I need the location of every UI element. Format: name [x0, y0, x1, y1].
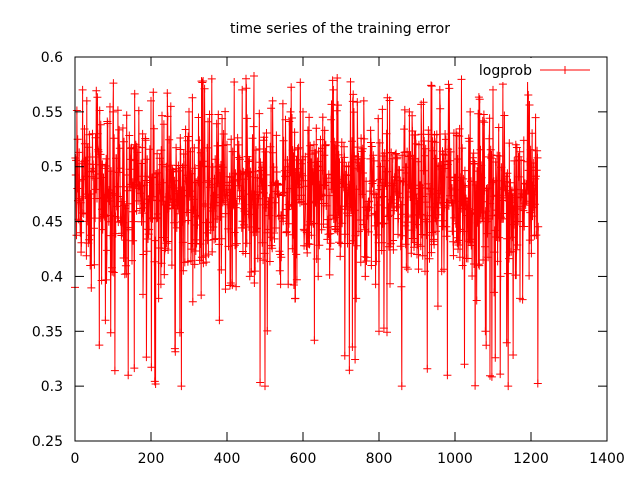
x-tick-label: 200: [138, 451, 165, 467]
x-tick-label: 600: [290, 451, 317, 467]
plot-area: [71, 72, 543, 391]
plot-frame: [74, 56, 608, 442]
x-tick-label: 0: [71, 451, 80, 467]
y-tick-label: 0.35: [32, 324, 63, 340]
y-tick-label: 0.45: [32, 215, 63, 231]
legend-label: logprob: [479, 63, 532, 79]
legend-marker-plus: [561, 66, 569, 74]
legend: logprob: [470, 58, 600, 82]
series-line-logprob: [74, 76, 539, 387]
x-tick-label: 800: [366, 451, 393, 467]
axes: 0 200 400 600 800 1000 1200 1400 0.25 0.3 0.35 0.4 0…: [32, 50, 625, 467]
y-tick-label: 0.6: [41, 50, 63, 66]
chart-title: time series of the training error: [230, 21, 450, 37]
x-tick-label: 1400: [589, 451, 625, 467]
x-tick-label: 1000: [437, 451, 473, 467]
y-tick-label: 0.5: [41, 160, 63, 176]
y-tick-label: 0.3: [41, 379, 63, 395]
y-tick-label: 0.55: [32, 105, 63, 121]
x-tick-label: 1200: [513, 451, 549, 467]
y-tick-label: 0.4: [41, 269, 63, 285]
x-tick-label: 400: [214, 451, 241, 467]
y-tick-label: 0.25: [32, 434, 63, 450]
